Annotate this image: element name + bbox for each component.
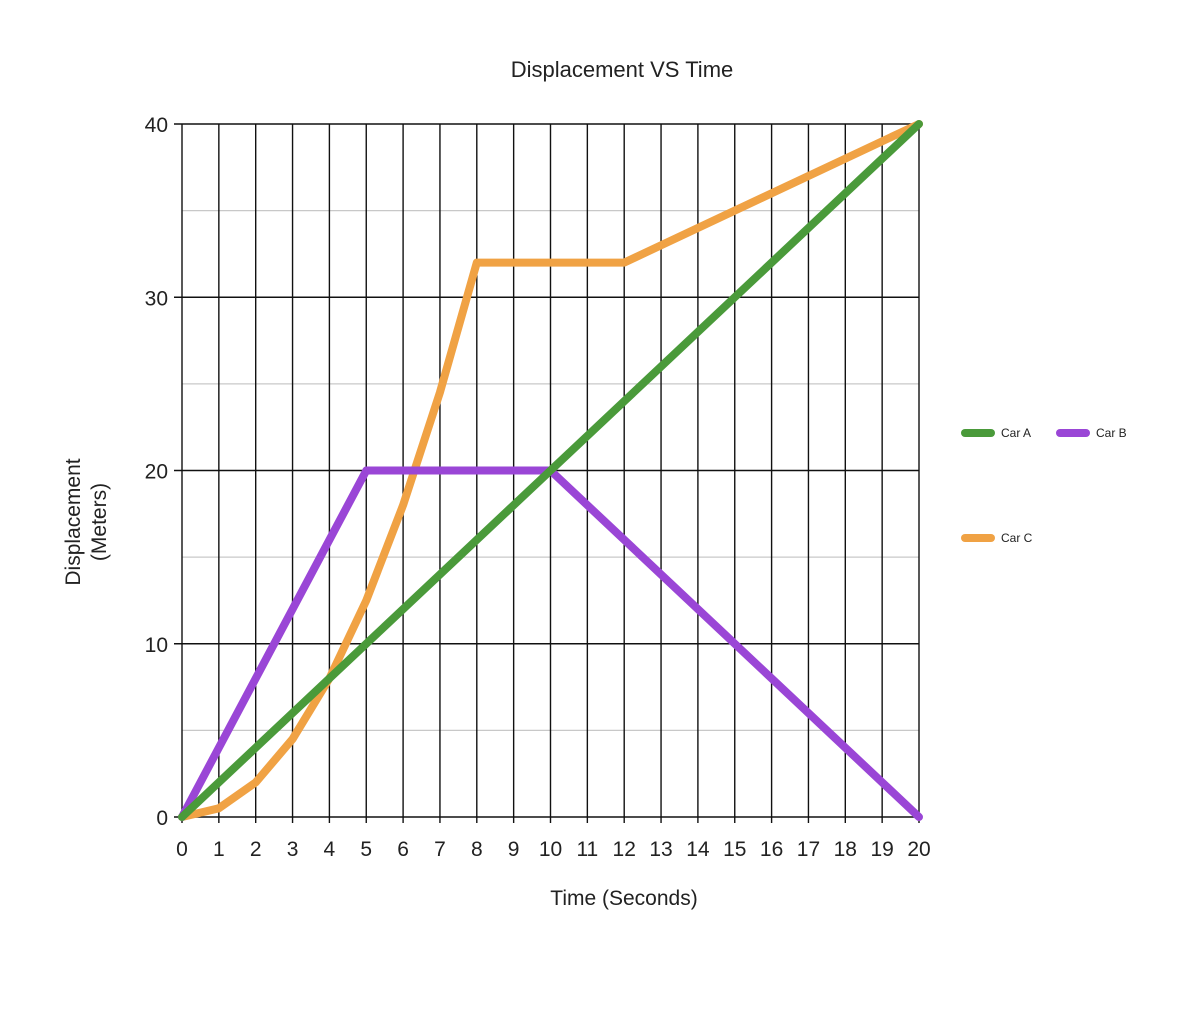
y-axis-title-line-2: (Meters) (88, 483, 111, 561)
x-tick-label-9: 9 (508, 838, 520, 861)
chart-title: Displacement VS Time (511, 57, 734, 82)
y-axis-title: Displacement (Meters) (62, 458, 111, 585)
x-tick-label-5: 5 (360, 838, 372, 861)
x-tick-label-3: 3 (287, 838, 299, 861)
legend: Car A Car B Car C (961, 426, 1127, 545)
x-tick-label-13: 13 (649, 838, 672, 861)
x-tick-label-19: 19 (870, 838, 893, 861)
x-tick-label-16: 16 (760, 838, 783, 861)
x-tick-label-4: 4 (324, 838, 336, 861)
series-line-car-c (178, 120, 923, 821)
legend-label-car-a: Car A (1001, 426, 1031, 440)
x-tick-label-0: 0 (176, 838, 188, 861)
x-tick-label-12: 12 (613, 838, 636, 861)
series-lines (178, 120, 923, 821)
y-tick-label-40: 40 (145, 114, 168, 137)
legend-label-car-c: Car C (1001, 531, 1033, 545)
x-tick-label-2: 2 (250, 838, 262, 861)
y-tick-label-10: 10 (145, 634, 168, 657)
x-tick-label-15: 15 (723, 838, 746, 861)
series-line-car-a (178, 120, 923, 821)
x-tick-label-1: 1 (213, 838, 225, 861)
x-axis-ticks: 0 1 2 3 4 5 6 7 8 9 10 11 12 13 14 15 16 17 18 19 20 (176, 838, 931, 861)
x-tick-label-18: 18 (834, 838, 857, 861)
x-axis-title: Time (Seconds) (550, 887, 697, 910)
x-tick-label-7: 7 (434, 838, 446, 861)
legend-label-car-b: Car B (1096, 426, 1127, 440)
y-axis-ticks: 0 10 20 30 40 (145, 114, 168, 830)
x-tick-label-11: 11 (576, 838, 598, 861)
x-tick-label-17: 17 (797, 838, 820, 861)
x-tick-label-8: 8 (471, 838, 483, 861)
y-tick-label-20: 20 (145, 461, 168, 484)
x-tick-label-20: 20 (907, 838, 930, 861)
x-tick-label-6: 6 (397, 838, 409, 861)
y-tick-label-30: 30 (145, 287, 168, 310)
series-line-car-b (178, 466, 923, 821)
x-tick-label-14: 14 (686, 838, 710, 861)
x-tick-label-10: 10 (539, 838, 562, 861)
y-axis-title-line-1: Displacement (62, 458, 85, 585)
y-tick-label-0: 0 (156, 807, 168, 830)
